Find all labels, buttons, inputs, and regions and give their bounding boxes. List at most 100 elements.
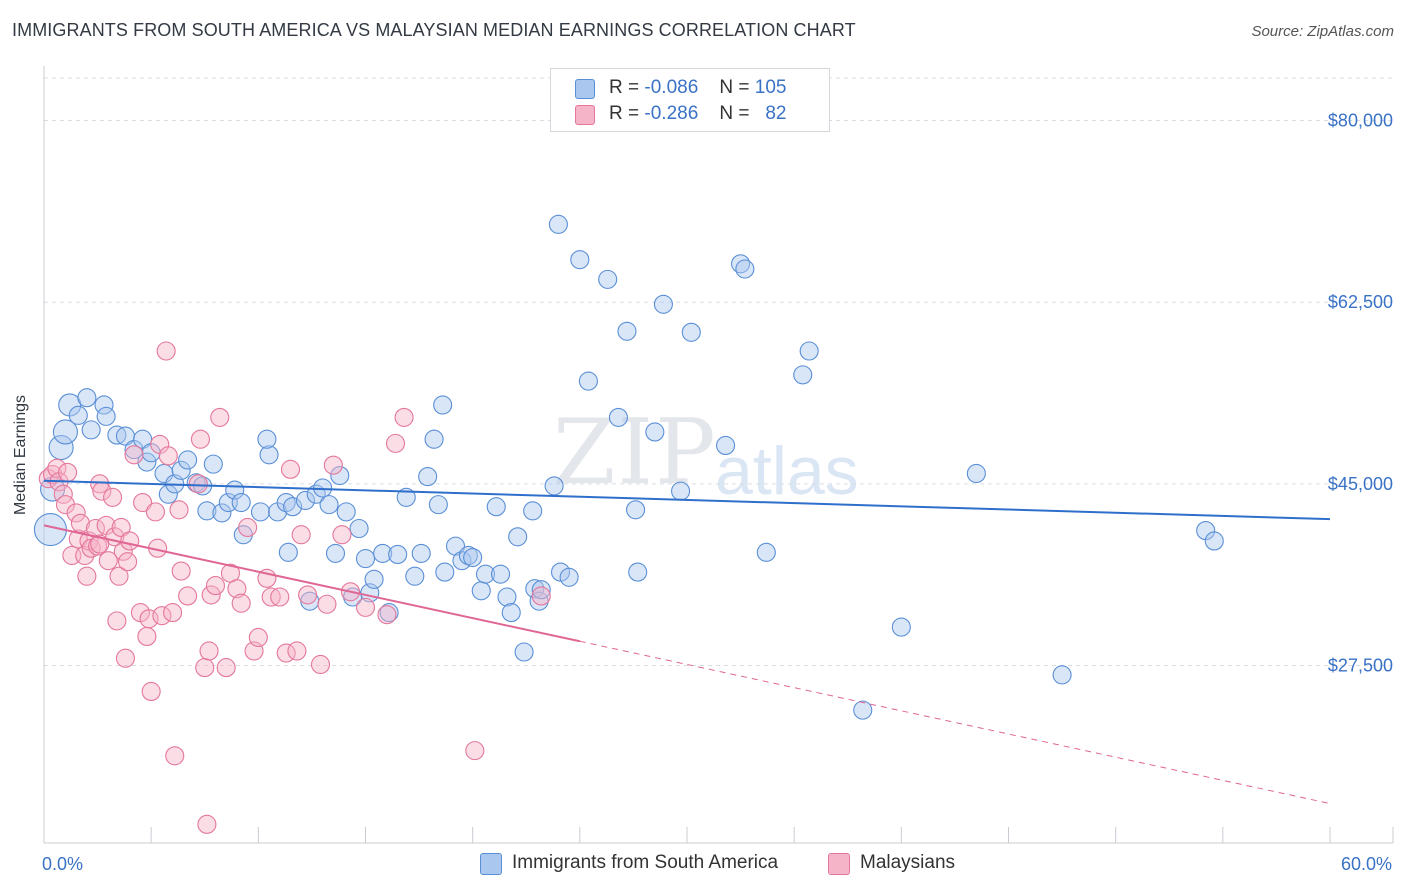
south-america-point [405,566,425,586]
malaysians-point [385,433,406,453]
south-america-point [681,322,701,342]
malaysians-point [109,566,129,586]
south-america-point [559,567,579,587]
south-america-point [81,420,101,440]
series-malaysians-points [38,341,551,834]
malaysians-point [66,503,86,523]
south-america-point [330,466,350,486]
south-america-point [799,341,819,361]
south-america-point [756,542,776,562]
malaysians-point [118,552,138,572]
malaysians-point [120,531,140,551]
bottom-legend-label-south-america: Immigrants from South America [512,852,779,873]
south-america-point [259,445,279,465]
r-label: R = [609,103,640,124]
bottom-legend-label-malaysians: Malaysians [860,852,956,873]
grid-lines [44,77,1393,667]
south-america-point [435,562,455,582]
south-america-point [295,490,316,511]
legend-swatch-malaysians [575,105,595,125]
y-tick-label: $27,500 [1328,656,1393,676]
malaysians-point [465,741,485,761]
malaysians-point [133,492,153,513]
malaysians-point [323,455,343,475]
bottom-legend-swatch-south-america [480,853,502,875]
malaysians-point [171,561,191,581]
south-america-point [373,543,393,563]
malaysians-point [178,586,198,606]
south-america-point [497,587,517,607]
south-america-point [486,497,506,517]
south-america-point [257,429,277,449]
series-south-america-points [33,214,1224,720]
malaysians-point [310,654,331,675]
south-america-point [671,481,691,501]
malaysians-point [238,517,258,538]
south-america-point [77,388,97,408]
malaysians-point [201,585,221,605]
malaysians-point [115,648,135,668]
south-america-point [349,518,369,539]
south-america-point [966,463,986,484]
south-america-point [735,259,755,279]
south-america-point [428,495,448,515]
south-america-point [508,527,528,547]
malaysians-point [270,587,290,607]
malaysians-point [280,459,301,479]
south-america-point [396,487,416,507]
south-america-point [278,542,298,562]
south-america-point [1052,665,1072,685]
south-america-point [48,434,74,461]
south-america-point [501,603,521,623]
south-america-point [418,467,438,487]
south-america-point [355,549,376,569]
malaysians-point [291,525,311,545]
n-value: 105 [754,77,787,98]
malaysians-point [394,407,414,427]
watermark-atlas: atlas [715,433,859,509]
malaysians-point [190,429,211,449]
south-america-point [68,405,88,425]
south-america-point [133,429,153,449]
malaysians-point [531,586,551,606]
malaysians-point [188,474,208,494]
malaysians-point [227,579,247,599]
chart-source: Source: ZipAtlas.com [1251,23,1394,40]
south-america-point [197,501,217,521]
malaysians-point [298,585,318,605]
south-america-point [608,407,628,427]
south-america-point [203,454,223,474]
y-tick-label: $62,500 [1328,292,1393,312]
malaysians-point [195,658,215,678]
r-value: -0.286 [644,103,699,124]
malaysians-point [248,627,268,648]
x-tick-label: 0.0% [42,854,83,874]
south-america-point [490,564,511,584]
malaysians-point [77,566,97,586]
trend-line-solid [43,479,1331,521]
south-america-point [578,371,598,391]
south-america-point [212,503,232,523]
x-tick-label: 60.0% [1341,854,1392,874]
malaysians-point [124,445,144,465]
malaysians-point [111,517,131,538]
south-america-point [171,460,191,480]
south-america-point [617,321,637,341]
south-america-point [653,294,673,314]
malaysians-point [90,534,110,554]
south-america-point [626,500,646,520]
malaysians-point [205,576,226,596]
south-america-point [471,581,491,601]
south-america-point [570,250,590,270]
trend-line-dashed [579,640,1331,805]
chart-title: IMMIGRANTS FROM SOUTH AMERICA VS MALAYSI… [12,20,856,40]
south-america-point [793,365,813,385]
south-america-point [544,476,564,496]
malaysians-point [90,474,110,494]
malaysians-point [75,545,95,566]
n-label: N = [719,77,750,98]
south-america-point [628,562,648,582]
south-america-point [1204,531,1224,551]
south-america-point [336,502,356,522]
south-america-point [231,492,251,513]
